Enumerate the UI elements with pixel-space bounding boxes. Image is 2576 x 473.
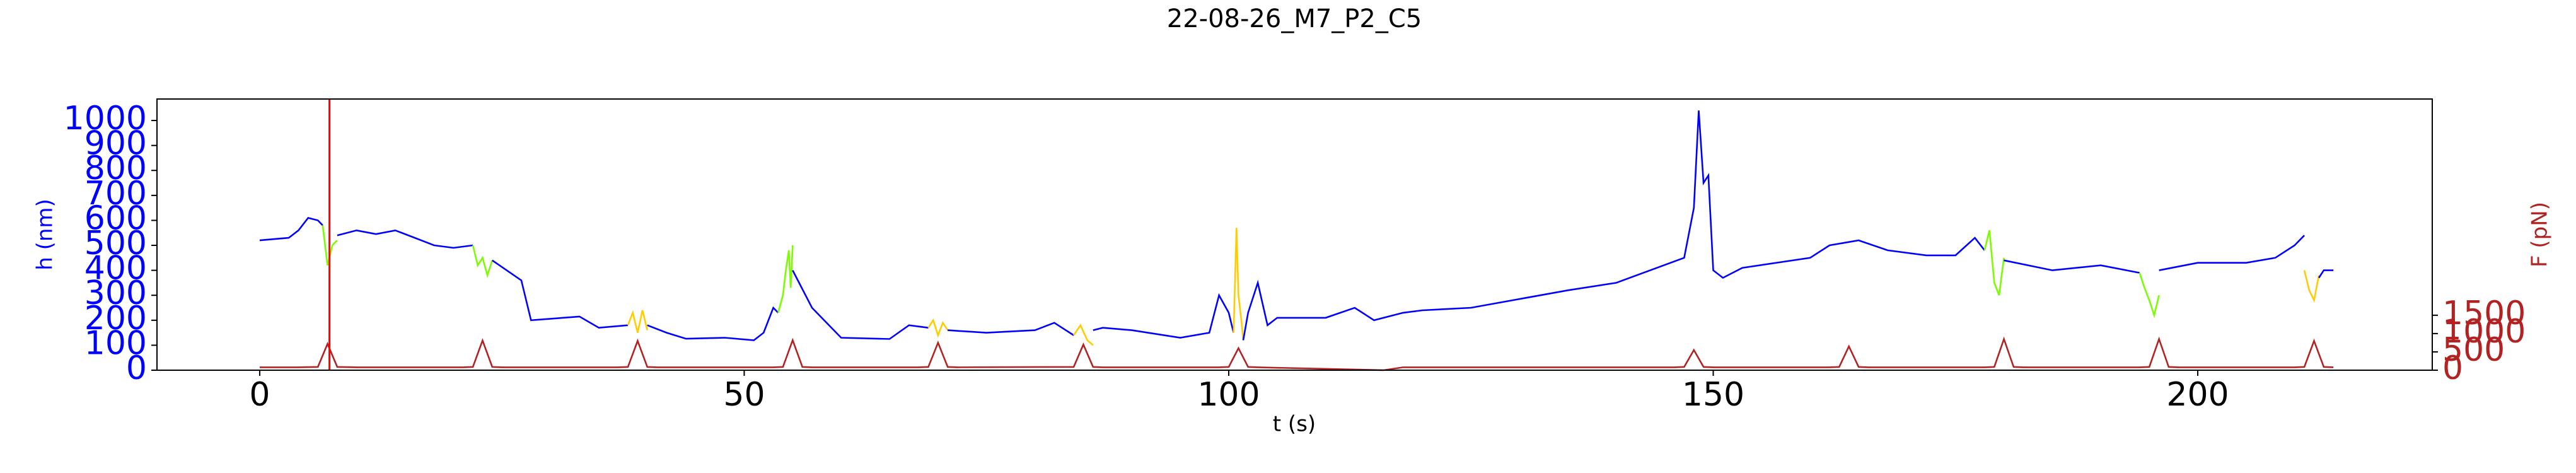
- x-axis-label: t (s): [1273, 412, 1316, 437]
- y-tick-label: 300: [84, 274, 147, 312]
- data-line: [259, 336, 2334, 371]
- data-line: [1983, 230, 2005, 296]
- data-line: [259, 217, 323, 242]
- data-line: [627, 310, 648, 333]
- y-tick-label: 200: [84, 300, 147, 337]
- y2-tick-label: 500: [2442, 331, 2505, 369]
- data-line: [792, 270, 929, 340]
- y2-tick-label: 0: [2442, 349, 2463, 387]
- data-line: [948, 322, 1074, 336]
- y2-axis-label: F (pN): [2527, 202, 2553, 267]
- y-axis-label: h (nm): [33, 199, 58, 271]
- x-tick-label: 200: [2166, 376, 2229, 414]
- plot-frame: [156, 98, 2433, 371]
- x-tick-label: 50: [723, 376, 765, 414]
- y2-tick-label: 1500: [2442, 295, 2526, 332]
- data-line: [1233, 228, 1244, 341]
- data-line: [1093, 293, 1234, 339]
- y-tick-label: 1000: [64, 100, 147, 137]
- x-tick-label: 0: [249, 376, 270, 414]
- data-line: [927, 318, 949, 338]
- chart-title: 22-08-26_M7_P2_C5: [1167, 4, 1422, 33]
- x-tick-label: 150: [1682, 376, 1744, 414]
- y-tick-label: 700: [84, 175, 147, 213]
- x-tick-label: 100: [1197, 376, 1260, 414]
- y-tick-label: 100: [84, 324, 147, 362]
- data-line: [337, 229, 473, 249]
- data-line: [2138, 272, 2160, 318]
- data-line: [647, 306, 779, 341]
- data-line: [777, 245, 794, 313]
- y-tick-label: 400: [84, 250, 147, 288]
- y-tick-label: 900: [84, 125, 147, 163]
- data-line: [472, 245, 494, 279]
- y2-tick-label: 1000: [2442, 313, 2526, 351]
- data-line: [2303, 270, 2320, 303]
- y-tick-label: 600: [84, 199, 147, 237]
- y-tick-label: 500: [84, 225, 147, 262]
- y-tick-label: 0: [126, 349, 147, 387]
- data-line: [2318, 269, 2334, 279]
- data-line: [492, 259, 629, 329]
- data-line: [2159, 235, 2306, 271]
- data-line: [2004, 259, 2140, 274]
- data-line: [1073, 324, 1094, 346]
- y-tick-label: 800: [84, 149, 147, 187]
- data-line: [1242, 110, 1985, 341]
